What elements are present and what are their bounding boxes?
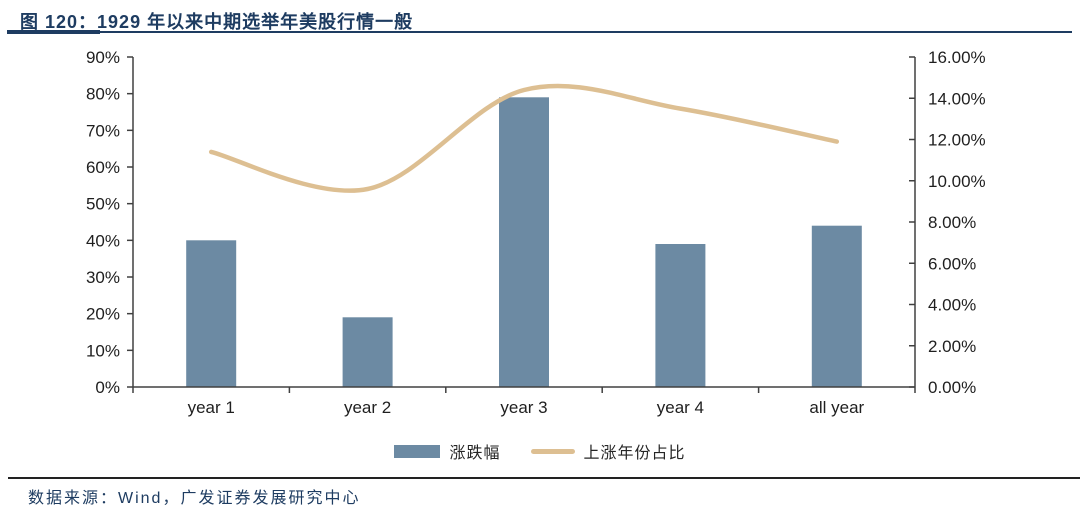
right-axis-tick-label: 14.00% xyxy=(928,89,986,108)
line-series-label: 上涨年份占比 xyxy=(583,445,686,462)
legend-item-line-series: 上涨年份占比 xyxy=(530,439,686,463)
bar-year-2 xyxy=(342,317,393,387)
right-axis-tick-label: 12.00% xyxy=(928,131,986,150)
trend-line xyxy=(208,83,840,193)
line-series-swatch xyxy=(530,448,575,454)
x-axis-category-label: year 4 xyxy=(657,398,704,417)
left-axis-tick-label: 0% xyxy=(95,378,120,397)
right-axis-tick-label: 6.00% xyxy=(928,254,976,273)
x-axis-category-label: year 2 xyxy=(344,398,391,417)
x-axis-category-label: year 1 xyxy=(188,398,235,417)
figure-title: 图 120：1929 年以来中期选举年美股行情一般 xyxy=(20,12,414,32)
right-axis-tick-label: 4.00% xyxy=(928,296,976,315)
legend-item-bar-series: 涨跌幅 xyxy=(394,439,500,463)
left-axis-tick-label: 50% xyxy=(86,195,120,214)
x-axis-category-label: all year xyxy=(809,398,864,417)
bar-series-label: 涨跌幅 xyxy=(449,445,501,462)
right-axis-tick-label: 8.00% xyxy=(928,213,976,232)
left-axis-tick-label: 90% xyxy=(86,48,120,67)
footer-divider xyxy=(8,477,1080,479)
right-axis-tick-label: 10.00% xyxy=(928,172,986,191)
bar-series-swatch xyxy=(394,444,441,458)
right-axis-tick-label: 0.00% xyxy=(928,378,976,397)
right-axis-tick-label: 16.00% xyxy=(928,48,986,67)
x-axis-category-label: year 3 xyxy=(500,398,547,417)
left-axis-tick-label: 30% xyxy=(86,268,120,287)
right-axis-tick-label: 2.00% xyxy=(928,337,976,356)
left-axis-tick-label: 80% xyxy=(86,85,120,104)
title-underline-accent xyxy=(7,30,100,34)
left-axis-tick-label: 10% xyxy=(86,341,120,360)
left-axis-tick-label: 60% xyxy=(86,158,120,177)
left-axis-tick-label: 70% xyxy=(86,121,120,140)
left-axis-tick-label: 40% xyxy=(86,231,120,250)
title-underline xyxy=(8,31,1072,33)
bar-all-year xyxy=(811,225,862,387)
bar-year-1 xyxy=(186,240,237,387)
bar-year-4 xyxy=(655,244,706,387)
chart-legend: 涨跌幅 上涨年份占比 xyxy=(0,439,1080,463)
data-source-note: 数据来源：Wind，广发证券发展研究中心 xyxy=(28,490,361,507)
combo-chart: 0% 10% 20% 30% 40% 50% 60% 70% 80% 90% 0.00% 2.00% 4… xyxy=(86,48,986,417)
left-axis-tick-label: 20% xyxy=(86,305,120,324)
bar-year-3 xyxy=(499,97,549,388)
